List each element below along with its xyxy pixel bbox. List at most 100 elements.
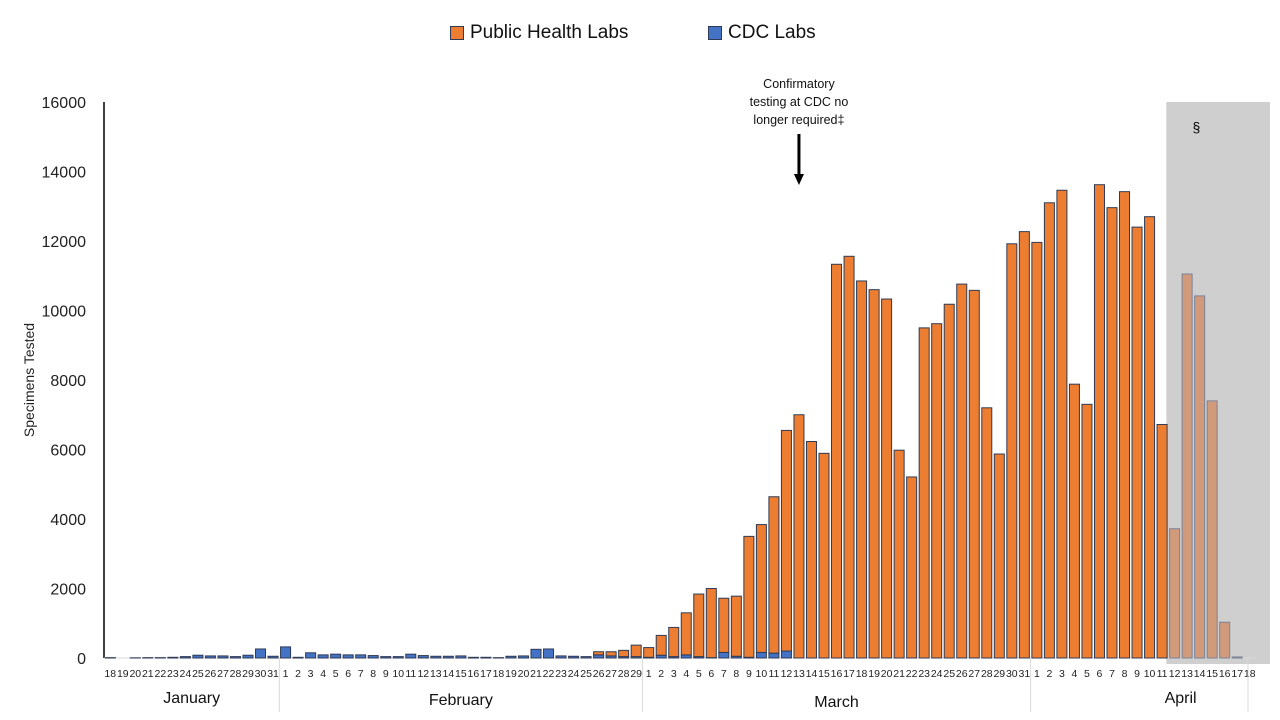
x-tick-label: 7 (1109, 668, 1115, 680)
bar-public-health-labs (1093, 184, 1105, 659)
x-tick-label: 28 (230, 668, 242, 680)
bar-cdc-labs (467, 656, 479, 659)
bar-public-health-labs (1169, 528, 1181, 659)
bar-public-health-labs (743, 535, 755, 658)
bar-cdc-labs (580, 656, 592, 659)
x-tick-label: 23 (918, 668, 930, 680)
x-tick-label: 4 (683, 668, 689, 680)
bar-public-health-labs (755, 524, 767, 653)
y-tick-label: 8000 (50, 373, 86, 390)
x-tick-label: 11 (405, 668, 416, 680)
x-tick-label: 2 (295, 668, 301, 680)
bar-public-health-labs (993, 453, 1005, 659)
x-tick-label: 22 (906, 668, 918, 680)
x-tick-label: 21 (893, 668, 905, 680)
bar-cdc-labs (355, 654, 367, 659)
bar-public-health-labs (1119, 191, 1131, 659)
x-tick-label: 26 (593, 668, 605, 680)
bar-public-health-labs (655, 634, 667, 656)
x-tick-label: 18 (104, 668, 116, 680)
bar-public-health-labs (630, 644, 642, 658)
bar-public-health-labs (1131, 226, 1143, 659)
month-label: March (814, 694, 858, 711)
legend-label-public-health-labs: Public Health Labs (470, 22, 629, 43)
bar-cdc-labs (229, 656, 241, 659)
y-tick-label: 12000 (42, 234, 87, 251)
legend: Public Health Labs CDC Labs (0, 22, 1280, 50)
bar-public-health-labs (668, 626, 680, 658)
x-tick-label: 14 (1194, 668, 1206, 680)
annotation-text: longer required‡ (753, 113, 844, 127)
x-tick-label: 29 (993, 668, 1005, 680)
bar-cdc-labs (192, 654, 204, 659)
x-tick-label: 7 (358, 668, 364, 680)
bar-cdc-labs (417, 655, 429, 659)
x-tick-label: 5 (696, 668, 702, 680)
annotation-text: testing at CDC no (750, 95, 849, 109)
bar-public-health-labs (1043, 202, 1055, 659)
bar-cdc-labs (330, 653, 342, 659)
x-tick-label: 8 (370, 668, 376, 680)
bar-public-health-labs (1231, 656, 1243, 659)
x-tick-label: 9 (1134, 668, 1140, 680)
x-tick-label: 18 (493, 668, 505, 680)
bar-public-health-labs (1206, 400, 1218, 659)
month-label: February (429, 692, 493, 709)
month-label: April (1165, 690, 1197, 707)
x-tick-label: 22 (155, 668, 167, 680)
x-tick-label: 3 (308, 668, 314, 680)
bar-public-health-labs (1194, 295, 1206, 659)
x-tick-label: 13 (793, 668, 805, 680)
legend-item-cdc-labs: CDC Labs (708, 22, 816, 44)
x-tick-label: 28 (618, 668, 630, 680)
y-tick-label: 10000 (42, 304, 87, 321)
x-tick-label: 11 (768, 668, 779, 680)
bar-public-health-labs (918, 327, 930, 659)
x-tick-label: 25 (580, 668, 592, 680)
x-tick-label: 31 (1019, 668, 1031, 680)
shaded-region-label: § (1192, 119, 1200, 135)
x-tick-label: 30 (255, 668, 267, 680)
bar-public-health-labs (943, 303, 955, 659)
x-tick-label: 27 (605, 668, 617, 680)
bar-public-health-labs (818, 452, 830, 659)
bar-public-health-labs (593, 651, 605, 656)
bar-cdc-labs (455, 655, 467, 659)
bar-cdc-labs (392, 656, 404, 659)
bar-public-health-labs (968, 289, 980, 659)
bar-public-health-labs (618, 649, 630, 658)
bar-cdc-labs (442, 655, 454, 659)
bar-cdc-labs (430, 655, 442, 659)
x-tick-label: 10 (756, 668, 768, 680)
bar-cdc-labs (517, 655, 529, 659)
bar-public-health-labs (805, 441, 817, 659)
x-tick-label: 22 (543, 668, 555, 680)
bar-public-health-labs (856, 280, 868, 659)
bar-cdc-labs (405, 653, 417, 659)
bar-public-health-labs (1031, 241, 1043, 659)
y-tick-label: 4000 (50, 512, 86, 529)
x-tick-label: 6 (345, 668, 351, 680)
x-tick-label: 28 (981, 668, 993, 680)
bar-public-health-labs (643, 647, 655, 658)
x-tick-label: 14 (806, 668, 818, 680)
bar-public-health-labs (718, 597, 730, 653)
bar-public-health-labs (981, 407, 993, 659)
x-tick-label: 18 (856, 668, 868, 680)
x-tick-label: 21 (142, 668, 154, 680)
x-tick-label: 19 (505, 668, 517, 680)
legend-label-cdc-labs: CDC Labs (728, 22, 816, 43)
bar-public-health-labs (680, 612, 692, 656)
x-tick-label: 24 (180, 668, 192, 680)
bar-cdc-labs (167, 656, 179, 659)
bar-public-health-labs (793, 414, 805, 659)
bar-public-health-labs (1219, 621, 1231, 659)
x-tick-label: 8 (1122, 668, 1128, 680)
bar-public-health-labs (1081, 403, 1093, 659)
y-axis-label: Specimens Tested (21, 323, 37, 437)
bar-cdc-labs (342, 654, 354, 659)
bar-public-health-labs (730, 595, 742, 657)
x-tick-label: 17 (480, 668, 492, 680)
bar-cdc-labs (280, 646, 292, 659)
